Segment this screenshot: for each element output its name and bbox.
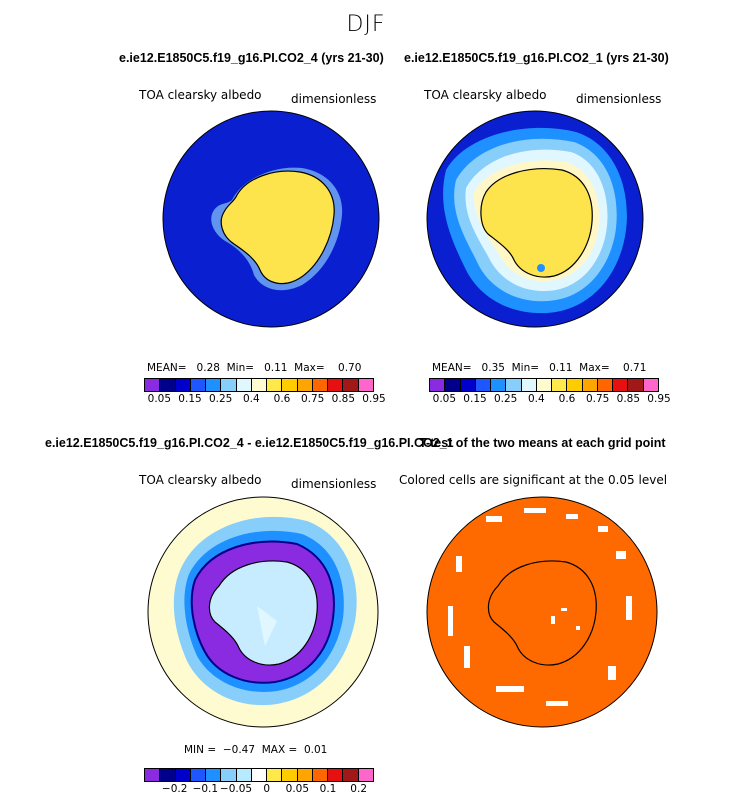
colorbar-swatch bbox=[297, 769, 313, 781]
colorbar-swatch bbox=[358, 379, 373, 391]
panel2-stats: MEAN= 0.35 Min= 0.11 Max= 0.71 bbox=[432, 362, 647, 374]
panel4-polar-map bbox=[426, 496, 658, 728]
colorbar-swatch bbox=[475, 379, 492, 391]
colorbar-tick-label: 0.2 bbox=[350, 783, 368, 795]
colorbar-tick-label: 0.6 bbox=[273, 393, 291, 405]
panel2-units-label: dimensionless bbox=[576, 92, 662, 106]
colorbar-tick-label: 0.95 bbox=[362, 393, 386, 405]
colorbar-swatch bbox=[236, 769, 252, 781]
colorbar-swatch bbox=[328, 769, 344, 781]
panel1-variable-label: TOA clearsky albedo bbox=[139, 88, 262, 102]
panel2-colorbar-labels: 0.05 0.15 0.25 0.4 0.6 0.75 0.85 0.95 bbox=[429, 393, 671, 407]
panel4-title: T-test of the two means at each grid poi… bbox=[419, 436, 666, 450]
colorbar-swatch bbox=[267, 379, 283, 391]
colorbar-tick-label: 0.75 bbox=[300, 393, 325, 405]
colorbar-swatch bbox=[190, 379, 207, 391]
colorbar-swatch bbox=[567, 379, 583, 391]
colorbar-swatch bbox=[445, 379, 461, 391]
panel3-variable-label: TOA clearsky albedo bbox=[139, 473, 262, 487]
colorbar-tick-label: 0.85 bbox=[616, 393, 641, 405]
panel4-significance-label: Colored cells are significant at the 0.0… bbox=[399, 473, 668, 487]
colorbar-swatch bbox=[267, 769, 283, 781]
colorbar-swatch bbox=[251, 379, 268, 391]
colorbar-swatch bbox=[582, 379, 598, 391]
colorbar-swatch bbox=[160, 769, 176, 781]
panel2-polar-map bbox=[426, 110, 644, 328]
colorbar-swatch bbox=[521, 379, 537, 391]
colorbar-tick-label: −0.1 bbox=[192, 783, 219, 795]
panel3-colorbar-labels: −0.2 −0.1 −0.05 0 0.05 0.1 0.2 bbox=[144, 783, 374, 797]
colorbar-swatch bbox=[460, 379, 476, 391]
panel1-title: e.ie12.E1850C5.f19_g16.PI.CO2_4 (yrs 21-… bbox=[119, 51, 384, 65]
colorbar-tick-label: 0.75 bbox=[585, 393, 610, 405]
panel1-units-label: dimensionless bbox=[291, 92, 377, 106]
colorbar-tick-label: −0.05 bbox=[219, 783, 253, 795]
colorbar-swatch bbox=[536, 379, 553, 391]
panel3-units-label: dimensionless bbox=[291, 477, 377, 491]
colorbar-swatch bbox=[343, 769, 359, 781]
panel2-title: e.ie12.E1850C5.f19_g16.PI.CO2_1 (yrs 21-… bbox=[404, 51, 669, 65]
panel3-colorbar bbox=[144, 768, 374, 782]
colorbar-swatch bbox=[613, 379, 629, 391]
colorbar-swatch bbox=[145, 769, 161, 781]
colorbar-tick-label: 0.15 bbox=[463, 393, 487, 405]
colorbar-tick-label: 0 bbox=[263, 783, 270, 795]
colorbar-swatch bbox=[282, 379, 298, 391]
colorbar-swatch bbox=[297, 379, 313, 391]
colorbar-swatch bbox=[328, 379, 344, 391]
colorbar-swatch bbox=[160, 379, 176, 391]
colorbar-tick-label: 0.4 bbox=[527, 393, 545, 405]
colorbar-swatch bbox=[175, 379, 191, 391]
colorbar-tick-label: 0.1 bbox=[319, 783, 337, 795]
colorbar-swatch bbox=[552, 379, 568, 391]
colorbar-swatch bbox=[358, 769, 373, 781]
panel3-polar-map bbox=[147, 496, 379, 728]
colorbar-swatch bbox=[251, 769, 268, 781]
colorbar-swatch bbox=[312, 379, 329, 391]
colorbar-tick-label: 0.05 bbox=[147, 393, 172, 405]
colorbar-tick-label: 0.85 bbox=[331, 393, 356, 405]
colorbar-swatch bbox=[175, 769, 191, 781]
colorbar-tick-label: −0.2 bbox=[161, 783, 188, 795]
colorbar-swatch bbox=[343, 379, 359, 391]
panel3-stats: MIN = −0.47 MAX = 0.01 bbox=[184, 744, 328, 756]
colorbar-tick-label: 0.95 bbox=[647, 393, 671, 405]
colorbar-swatch bbox=[312, 769, 329, 781]
panel1-colorbar-labels: 0.05 0.15 0.25 0.4 0.6 0.75 0.85 0.95 bbox=[144, 393, 386, 407]
colorbar-tick-label: 0.05 bbox=[432, 393, 457, 405]
colorbar-swatch bbox=[221, 379, 237, 391]
colorbar-tick-label: 0.05 bbox=[285, 783, 310, 795]
colorbar-tick-label: 0.25 bbox=[208, 393, 233, 405]
colorbar-swatch bbox=[206, 379, 222, 391]
colorbar-swatch bbox=[643, 379, 658, 391]
colorbar-tick-label: 0.4 bbox=[242, 393, 260, 405]
panel2-variable-label: TOA clearsky albedo bbox=[424, 88, 547, 102]
colorbar-swatch bbox=[190, 769, 207, 781]
panel2-colorbar bbox=[429, 378, 659, 392]
colorbar-swatch bbox=[206, 769, 222, 781]
panel3-title: e.ie12.E1850C5.f19_g16.PI.CO2_4 - e.ie12… bbox=[45, 436, 454, 450]
colorbar-swatch bbox=[236, 379, 252, 391]
panel1-polar-map bbox=[162, 110, 380, 328]
colorbar-swatch bbox=[430, 379, 446, 391]
colorbar-swatch bbox=[628, 379, 644, 391]
colorbar-swatch bbox=[491, 379, 507, 391]
colorbar-tick-label: 0.25 bbox=[493, 393, 518, 405]
colorbar-swatch bbox=[282, 769, 298, 781]
colorbar-swatch bbox=[506, 379, 522, 391]
colorbar-swatch bbox=[597, 379, 614, 391]
colorbar-tick-label: 0.15 bbox=[178, 393, 202, 405]
panel1-colorbar bbox=[144, 378, 374, 392]
colorbar-tick-label: 0.6 bbox=[558, 393, 576, 405]
colorbar-swatch bbox=[221, 769, 237, 781]
figure-title: DJF bbox=[346, 12, 386, 37]
panel1-stats: MEAN= 0.28 Min= 0.11 Max= 0.70 bbox=[147, 362, 362, 374]
colorbar-swatch bbox=[145, 379, 161, 391]
